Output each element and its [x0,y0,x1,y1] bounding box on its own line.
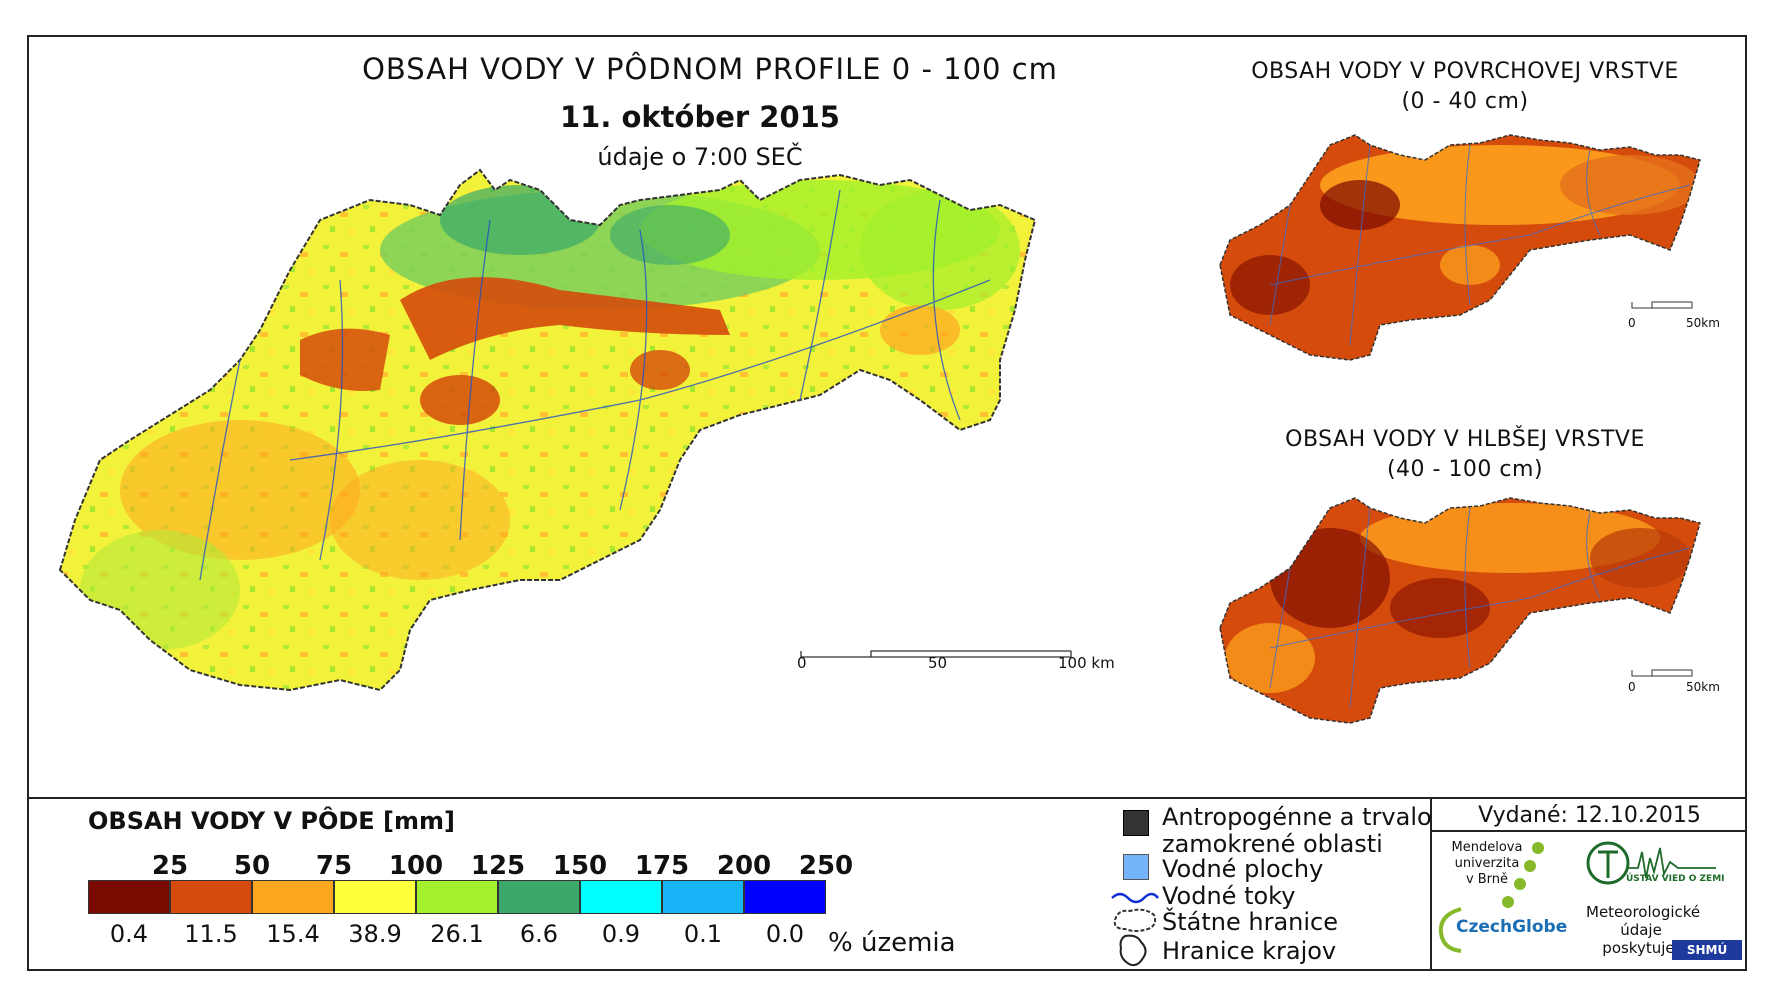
legend-class-percent: 0.0 [765,920,805,948]
water-swatch [1123,854,1149,880]
inset-top-map [1219,134,1701,361]
region-border-icon [1119,934,1147,967]
legend-class-percent: 0.1 [683,920,723,948]
legend-class-swatch [744,880,826,914]
inset-bottom-title-line2: (40 - 100 cm) [1386,457,1544,482]
mendel-university-logo: Mendelova univerzita v Brně [1442,840,1532,888]
legend-threshold-100: 100 [388,851,444,881]
legend-threshold-125: 125 [470,851,526,881]
legend-class-percent: 0.4 [109,920,149,948]
legend-threshold-75: 75 [315,851,353,881]
legend-title: OBSAH VODY V PÔDE [mm] [88,807,456,835]
inset-bottom-map [1219,497,1701,724]
logo-divider [1430,797,1432,971]
rivers-label: Vodné toky [1162,882,1296,910]
legend-class-swatch [334,880,416,914]
urban-label-line2: zamokrené oblasti [1162,830,1383,858]
legend-class-swatch [252,880,334,914]
region-border-label: Hranice krajov [1162,937,1337,965]
legend-class-percent: 6.6 [519,920,559,948]
uvz-logo-text: ÚSTAV VIED O ZEMI [1626,874,1725,884]
mendel-line1: Mendelova [1451,840,1523,855]
meteo-line3: poskytuje: [1602,939,1680,957]
inset-top-title: OBSAH VODY V POVRCHOVEJ VRSTVE (0 - 40 c… [1215,57,1715,117]
czechglobe-arc-icon [1438,907,1462,953]
legend-class-percent: 38.9 [348,920,402,948]
legend-class-percent: 0.9 [601,920,641,948]
uvz-logo-icon [1586,841,1716,885]
legend-unit: % územia [828,928,956,958]
urban-area-swatch [1123,810,1149,836]
legend-class-swatch [416,880,498,914]
main-time-note: údaje o 7:00 SEČ [597,143,803,171]
main-map [58,168,1037,692]
meteo-line2: údaje [1620,921,1662,939]
legend-class-percent: 15.4 [266,920,320,948]
inset-top-title-line2: (0 - 40 cm) [1401,89,1529,114]
main-title: OBSAH VODY V PÔDNOM PROFILE 0 - 100 cm [362,52,1058,86]
inset-bottom-scale-0: 0 [1628,680,1636,694]
legend-threshold-200: 200 [716,851,772,881]
legend-class-percent: 11.5 [184,920,238,948]
legend-class-swatch [88,880,170,914]
mendel-dots-icon [1502,842,1544,908]
map-frame [27,35,1747,971]
water-label: Vodné plochy [1162,855,1324,883]
legend-class-swatch [170,880,252,914]
czechglobe-logo: CzechGlobe [1456,917,1568,937]
main-date: 11. október 2015 [559,100,840,134]
state-border-icon [1113,908,1157,932]
inset-top-scale-0: 0 [1628,316,1636,330]
urban-label-line1: Antropogénne a trvalo [1162,803,1432,831]
inset-bottom-scale-bar [1631,669,1693,677]
legend-threshold-25: 25 [151,851,189,881]
meteo-provider-text: Meteorologické údaje poskytuje: [1586,903,1701,957]
inset-bottom-scale-50: 50km [1686,680,1720,694]
legend-threshold-150: 150 [552,851,608,881]
inset-top-scale-50: 50km [1686,316,1720,330]
legend-divider [27,797,1747,799]
issued-divider [1430,830,1747,832]
legend-threshold-250: 250 [798,851,854,881]
main-scale-bar [800,650,1072,658]
main-scale-50: 50 [928,654,948,672]
inset-top-title-line1: OBSAH VODY V POVRCHOVEJ VRSTVE [1251,59,1679,84]
issued-date: Vydané: 12.10.2015 [1478,803,1701,828]
river-line-icon [1111,892,1159,904]
legend-class-swatch [580,880,662,914]
legend-threshold-50: 50 [233,851,271,881]
mendel-line3: v Brně [1465,872,1509,887]
legend-class-percent: 26.1 [430,920,484,948]
meteo-line1: Meteorologické [1586,903,1701,921]
main-scale-0: 0 [797,654,807,672]
inset-bottom-title: OBSAH VODY V HLBŠEJ VRSTVE (40 - 100 cm) [1215,425,1715,485]
inset-top-scale-bar [1631,301,1693,309]
legend-threshold-175: 175 [634,851,690,881]
inset-bottom-title-line1: OBSAH VODY V HLBŠEJ VRSTVE [1285,427,1645,452]
legend-class-swatch [498,880,580,914]
shmu-logo: SHMÚ [1672,940,1742,960]
mendel-line2: univerzita [1454,856,1520,871]
legend-class-swatch [662,880,744,914]
main-scale-100: 100 km [1058,654,1115,672]
state-border-label: Štátne hranice [1162,908,1338,936]
